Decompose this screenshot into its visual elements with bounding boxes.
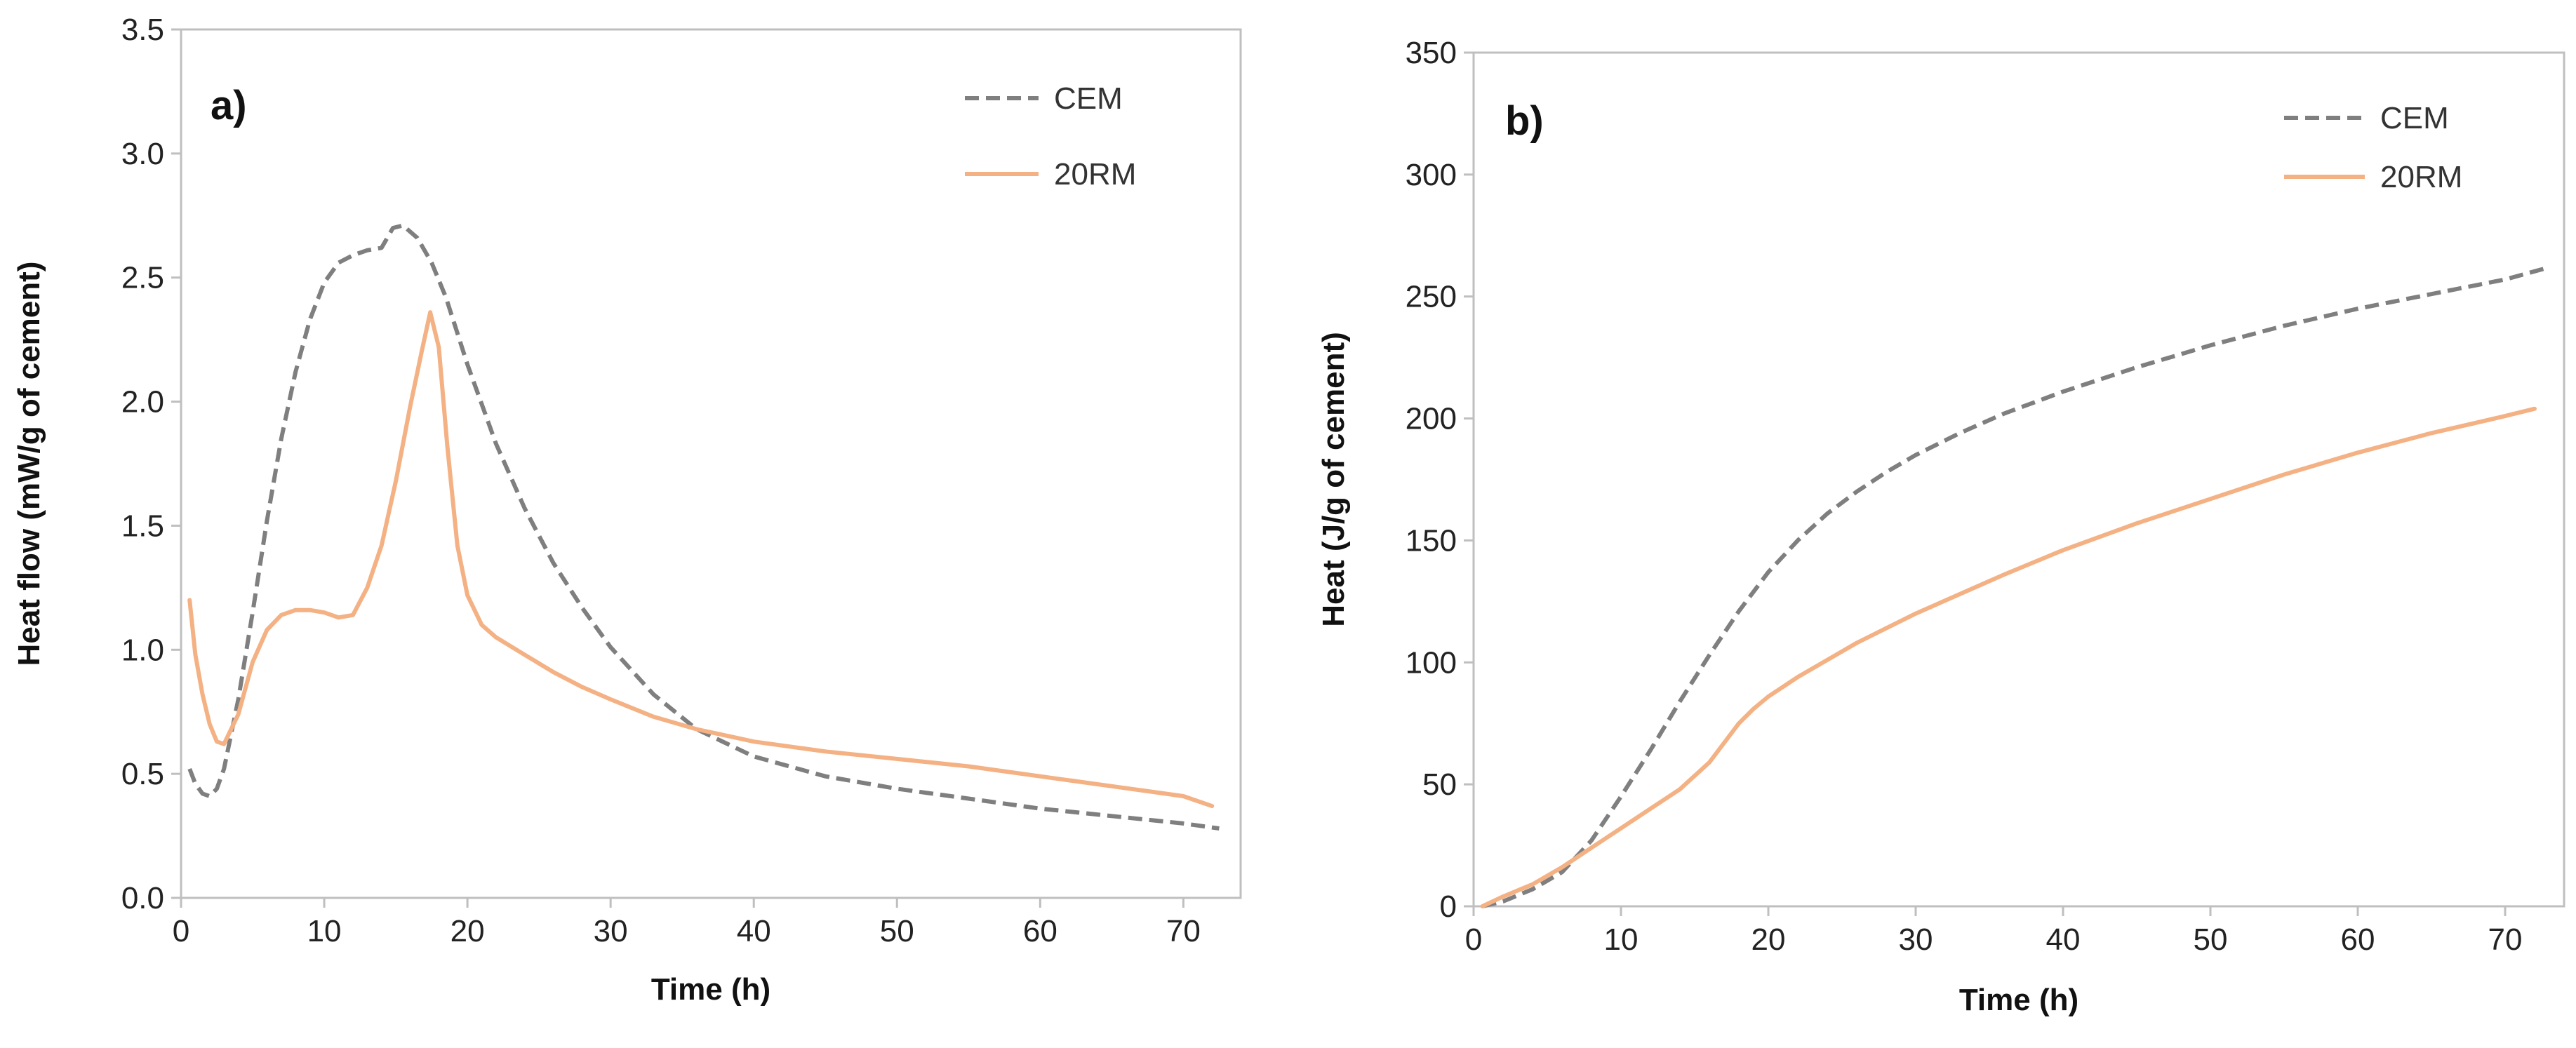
a-y-axis-title: Heat flow (mW/g of cement) xyxy=(12,262,46,666)
a-x-tick-label: 0 xyxy=(173,914,189,948)
b-x-tick-label: 60 xyxy=(2341,922,2375,957)
a-y-tick-label: 1.5 xyxy=(121,509,164,543)
a-legend-label-cem: CEM xyxy=(1054,81,1123,116)
a-legend-label-20rm: 20RM xyxy=(1054,157,1136,192)
a-y-tick-label: 0.0 xyxy=(121,881,164,915)
b-x-tick-label: 50 xyxy=(2194,922,2228,957)
a-x-axis-title: Time (h) xyxy=(651,972,770,1007)
a-legend: CEM 20RM xyxy=(965,81,1136,192)
b-series-line-20rm xyxy=(1480,406,2537,908)
b-legend: CEM 20RM xyxy=(2284,101,2462,194)
a-plot-frame xyxy=(180,28,1242,899)
a-panel-label: a) xyxy=(211,83,247,128)
b-y-tick-label: 350 xyxy=(1406,36,1457,70)
b-y-tick-label: 150 xyxy=(1406,523,1457,558)
b-x-tick-label: 40 xyxy=(2046,922,2081,957)
b-legend-label-cem: CEM xyxy=(2380,101,2449,135)
a-x-tick-label: 10 xyxy=(307,914,342,948)
a-y-tick-label: 2.0 xyxy=(121,385,164,419)
b-y-tick-label: 0 xyxy=(1440,889,1457,924)
b-y-tick-label: 50 xyxy=(1422,767,1457,802)
a-y-tick-label: 3.5 xyxy=(121,13,164,47)
panel-b-heat-chart: 0 50 100 150 200 250 300 350 0 10 20 30 40 50 60 70 Time… xyxy=(1316,36,2565,1017)
b-x-axis-title: Time (h) xyxy=(1959,983,2078,1017)
b-x-tick-label: 0 xyxy=(1465,922,1482,957)
a-x-tick-label: 20 xyxy=(451,914,485,948)
panel-a-heat-flow-chart: 0.0 0.5 1.0 1.5 2.0 2.5 3.0 3.5 0 10 20 30 40 50 60 70 T… xyxy=(12,13,1242,1007)
b-x-tick-label: 70 xyxy=(2488,922,2523,957)
a-series-line-cem xyxy=(187,223,1220,831)
a-x-tick-label: 50 xyxy=(880,914,914,948)
b-series-line-cem xyxy=(1481,265,2550,908)
b-plot-frame xyxy=(1472,51,2565,908)
b-x-tick-label: 20 xyxy=(1751,922,1786,957)
a-y-tick-label: 2.5 xyxy=(121,261,164,295)
a-x-tick-label: 40 xyxy=(737,914,771,948)
a-x-tick-label: 60 xyxy=(1023,914,1057,948)
a-y-tick-label: 1.0 xyxy=(121,633,164,667)
a-x-tick-label: 30 xyxy=(594,914,628,948)
b-y-tick-label: 100 xyxy=(1406,645,1457,680)
a-y-tick-label: 0.5 xyxy=(121,757,164,791)
b-legend-label-20rm: 20RM xyxy=(2380,160,2462,194)
a-series-line-20rm xyxy=(187,310,1215,809)
b-y-tick-label: 250 xyxy=(1406,280,1457,314)
b-y-tick-label: 200 xyxy=(1406,402,1457,436)
a-y-tick-label: 3.0 xyxy=(121,137,164,171)
b-x-tick-label: 10 xyxy=(1604,922,1639,957)
b-x-tick-label: 30 xyxy=(1899,922,1933,957)
b-y-tick-label: 300 xyxy=(1406,158,1457,192)
b-y-axis-title: Heat (J/g of cement) xyxy=(1316,332,1351,627)
a-x-tick-label: 70 xyxy=(1166,914,1201,948)
b-panel-label: b) xyxy=(1505,98,1544,144)
